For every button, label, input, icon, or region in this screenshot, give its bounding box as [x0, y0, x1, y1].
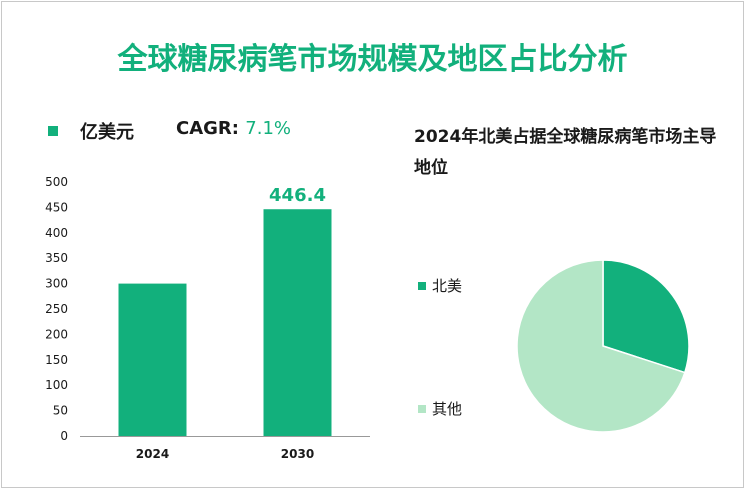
pie-legend-label: 北美	[432, 277, 463, 295]
bar-legend: 亿美元	[48, 118, 134, 144]
cagr-value: 7.1%	[245, 118, 291, 139]
x-tick-label: 2024	[136, 447, 169, 461]
y-tick-label: 500	[45, 175, 68, 189]
y-tick-label: 100	[45, 378, 68, 392]
pie-legend-item: 北美	[418, 275, 462, 296]
pie-legend-item: 其他	[418, 398, 462, 419]
pie-slice	[602, 259, 690, 374]
pie-chart	[516, 259, 690, 433]
pie-title: 2024年北美占据全球糖尿病笔市场主导地位	[414, 127, 717, 178]
y-tick-label: 50	[53, 404, 68, 418]
cagr-label: CAGR:	[176, 118, 239, 139]
page-title: 全球糖尿病笔市场规模及地区占比分析	[117, 42, 628, 77]
bar	[263, 209, 332, 436]
cagr-text: CAGR: 7.1%	[176, 118, 291, 139]
y-tick-label: 300	[45, 277, 68, 291]
y-tick-label: 150	[45, 353, 68, 367]
y-tick-label: 350	[45, 251, 68, 265]
pie-legend-swatch	[418, 281, 426, 290]
legend-label: 亿美元	[80, 122, 134, 143]
y-tick-label: 200	[45, 327, 68, 341]
x-tick-label: 2030	[281, 447, 314, 461]
y-tick-label: 250	[45, 302, 68, 316]
data-label: 446.4	[269, 185, 326, 206]
pie-slice	[516, 259, 686, 433]
pie-legend-label: 其他	[432, 400, 463, 418]
y-tick-label: 450	[45, 200, 68, 214]
y-tick-label: 0	[60, 429, 68, 443]
bar	[118, 283, 187, 436]
y-tick-label: 400	[45, 226, 68, 240]
legend-swatch	[48, 126, 58, 136]
pie-legend-swatch	[418, 404, 426, 413]
